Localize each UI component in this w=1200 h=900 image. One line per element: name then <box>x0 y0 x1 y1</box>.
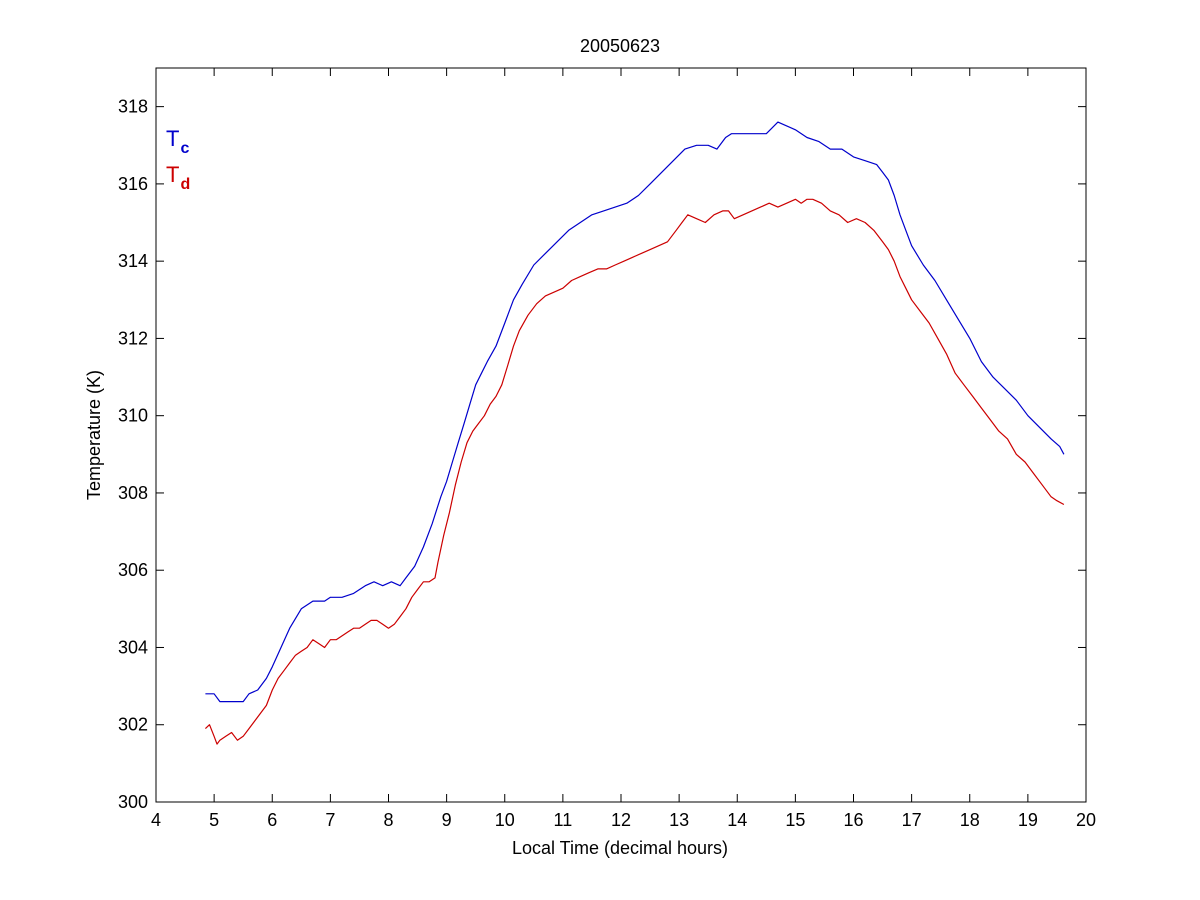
series-line-tc <box>205 121 1065 703</box>
x-tick-label: 15 <box>785 810 805 830</box>
x-tick-label: 13 <box>669 810 689 830</box>
x-tick-label: 20 <box>1076 810 1096 830</box>
x-tick-label: 11 <box>554 810 573 830</box>
chart-title: 20050623 <box>580 36 660 56</box>
legend-label-subscript: d <box>180 176 190 193</box>
y-tick-label: 310 <box>118 406 148 426</box>
y-tick-label: 304 <box>118 637 148 657</box>
plot-area-frame <box>155 67 1087 803</box>
x-axis: 4 5 6 7 8 9 10 11 12 13 14 15 16 17 18 19 20 <box>151 68 1096 830</box>
y-tick-label: 316 <box>118 174 148 194</box>
x-tick-label: 10 <box>495 810 515 830</box>
y-tick-label: 312 <box>118 328 148 348</box>
legend-label-main: T <box>166 162 179 187</box>
y-tick-label: 306 <box>118 560 148 580</box>
x-tick-label: 18 <box>960 810 980 830</box>
legend-label-subscript: c <box>180 140 189 157</box>
x-tick-label: 9 <box>442 810 452 830</box>
y-axis-label: Temperature (K) <box>84 370 104 500</box>
x-tick-label: 5 <box>209 810 219 830</box>
x-tick-label: 4 <box>151 810 161 830</box>
x-tick-label: 12 <box>611 810 631 830</box>
x-tick-label: 17 <box>902 810 922 830</box>
legend-label-main: T <box>166 126 179 151</box>
y-tick-label: 300 <box>118 792 148 812</box>
y-axis: 300 302 304 306 308 310 312 314 316 318 <box>118 97 1086 812</box>
legend-label-td: Td <box>166 162 190 193</box>
y-tick-label: 308 <box>118 483 148 503</box>
y-tick-label: 314 <box>118 251 148 271</box>
y-tick-label: 318 <box>118 97 148 117</box>
series-line-td <box>204 198 1065 745</box>
y-tick-label: 302 <box>118 715 148 735</box>
x-tick-label: 8 <box>383 810 393 830</box>
x-tick-label: 7 <box>325 810 335 830</box>
series-layer <box>204 121 1065 745</box>
x-tick-label: 6 <box>267 810 277 830</box>
x-tick-label: 19 <box>1018 810 1038 830</box>
x-tick-label: 14 <box>727 810 747 830</box>
x-axis-label: Local Time (decimal hours) <box>512 838 728 858</box>
x-tick-label: 16 <box>843 810 863 830</box>
legend-label-tc: Tc <box>166 126 189 157</box>
